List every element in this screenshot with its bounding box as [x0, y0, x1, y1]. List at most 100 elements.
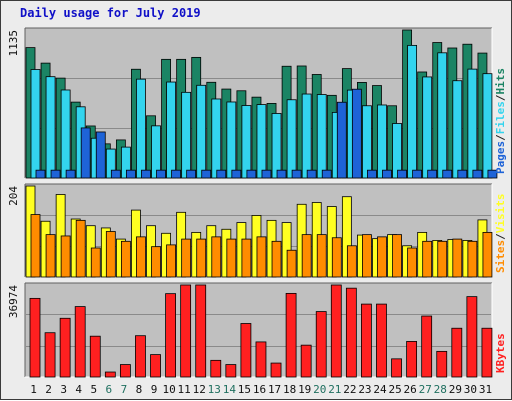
bar-sites-day-17: [271, 240, 282, 278]
bar-files-day-9: [151, 125, 161, 179]
x-tick-label-7: 7: [121, 383, 128, 396]
bar-kbytes-day-4: [74, 306, 86, 378]
bar-sites-day-6: [105, 231, 116, 278]
x-tick-label-15: 15: [238, 383, 251, 396]
bar-pages-day-11: [186, 169, 197, 179]
bar-files-day-8: [136, 78, 146, 179]
bar-pages-day-29: [457, 169, 468, 179]
x-tick-label-6: 6: [106, 383, 113, 396]
bar-sites-day-1: [30, 214, 41, 278]
bar-pages-day-6: [110, 169, 121, 179]
bar-sites-day-27: [422, 240, 433, 278]
x-tick-label-29: 29: [449, 383, 462, 396]
x-tick-label-14: 14: [223, 383, 237, 396]
bar-sites-day-4: [75, 219, 86, 278]
x-tick-label-13: 13: [208, 383, 221, 396]
legend-separator: /: [494, 94, 507, 101]
bar-kbytes-day-28: [436, 350, 448, 378]
bar-sites-day-29: [452, 238, 463, 278]
bar-files-day-6: [105, 148, 116, 179]
bar-kbytes-day-6: [104, 371, 116, 378]
bar-files-day-27: [422, 76, 433, 179]
panel-requests-legend: Pages/Files/Hits: [494, 68, 507, 174]
x-tick-label-12: 12: [193, 383, 206, 396]
bar-sites-day-2: [45, 234, 56, 278]
bar-sites-day-19: [301, 234, 312, 278]
bar-sites-day-25: [392, 234, 402, 278]
x-tick-label-20: 20: [313, 383, 326, 396]
bar-files-day-31: [482, 73, 493, 179]
bar-pages-day-12: [201, 169, 212, 179]
bar-pages-day-26: [412, 169, 423, 179]
bar-pages-day-5: [95, 131, 106, 179]
bar-kbytes-day-22: [345, 287, 357, 378]
x-tick-label-8: 8: [136, 383, 143, 396]
x-tick-label-21: 21: [328, 383, 341, 396]
bar-pages-day-1: [35, 169, 46, 179]
bar-kbytes-day-23: [361, 303, 372, 378]
bar-files-day-18: [286, 99, 297, 179]
bar-files-day-15: [241, 105, 252, 179]
panel-visits-legend: Sites/Visits: [494, 194, 507, 274]
bar-files-day-29: [452, 80, 463, 179]
bar-kbytes-day-30: [466, 296, 478, 378]
x-tick-label-19: 19: [298, 383, 311, 396]
bar-kbytes-day-29: [451, 327, 463, 378]
bar-pages-day-17: [276, 169, 287, 179]
bar-pages-day-9: [156, 169, 166, 179]
bar-sites-day-15: [241, 238, 252, 278]
x-tick-label-31: 31: [479, 383, 492, 396]
bar-pages-day-21: [336, 101, 347, 179]
bar-pages-day-28: [442, 169, 453, 179]
bar-pages-day-4: [80, 127, 91, 179]
bar-pages-day-25: [397, 169, 407, 179]
bar-files-day-13: [211, 98, 222, 179]
bar-sites-day-23: [362, 234, 372, 278]
x-tick-label-3: 3: [60, 383, 67, 396]
bar-sites-day-14: [226, 238, 237, 278]
panel-kbytes-ymax-label: 36974: [7, 285, 20, 318]
bar-kbytes-day-14: [225, 364, 237, 378]
panel-kbytes-legend: KBytes: [494, 333, 507, 373]
panel-requests-ymax-label: 1135: [7, 30, 20, 57]
bar-kbytes-day-15: [240, 323, 252, 378]
bar-sites-day-12: [196, 238, 207, 278]
bar-sites-day-10: [166, 244, 176, 278]
panel-requests: [24, 27, 498, 179]
bar-pages-day-16: [261, 169, 272, 179]
legend-pages: Pages: [494, 141, 507, 174]
legend-hits: Hits: [494, 68, 507, 95]
bar-pages-day-30: [472, 169, 483, 179]
bar-files-day-10: [166, 81, 176, 179]
bar-sites-day-7: [120, 240, 131, 278]
x-tick-label-1: 1: [30, 383, 37, 396]
x-tick-label-10: 10: [162, 383, 175, 396]
bar-sites-day-31: [482, 231, 493, 278]
bar-kbytes-day-16: [255, 341, 267, 378]
bar-pages-day-23: [367, 169, 377, 179]
bar-sites-day-21: [331, 237, 342, 278]
x-tick-label-23: 23: [358, 383, 371, 396]
bar-files-day-28: [437, 52, 448, 179]
x-tick-label-4: 4: [75, 383, 82, 396]
bar-files-day-17: [271, 113, 282, 179]
bar-sites-day-26: [407, 247, 418, 278]
bar-kbytes-day-17: [270, 362, 282, 378]
bar-kbytes-day-3: [59, 317, 71, 378]
bar-sites-day-22: [346, 245, 357, 278]
x-tick-label-22: 22: [343, 383, 356, 396]
bar-pages-day-14: [231, 169, 242, 179]
bar-sites-day-28: [437, 240, 448, 278]
x-tick-label-11: 11: [178, 383, 191, 396]
bar-files-day-14: [226, 101, 237, 179]
legend-separator: /: [494, 233, 507, 240]
chart-title: Daily usage for July 2019: [20, 6, 201, 20]
x-tick-label-17: 17: [268, 383, 281, 396]
bar-pages-day-31: [487, 169, 498, 179]
bar-pages-day-15: [246, 169, 257, 179]
bar-kbytes-day-8: [135, 335, 146, 378]
bar-sites-day-9: [151, 246, 161, 278]
bar-files-day-3: [60, 89, 71, 179]
bar-pages-day-27: [427, 169, 438, 179]
